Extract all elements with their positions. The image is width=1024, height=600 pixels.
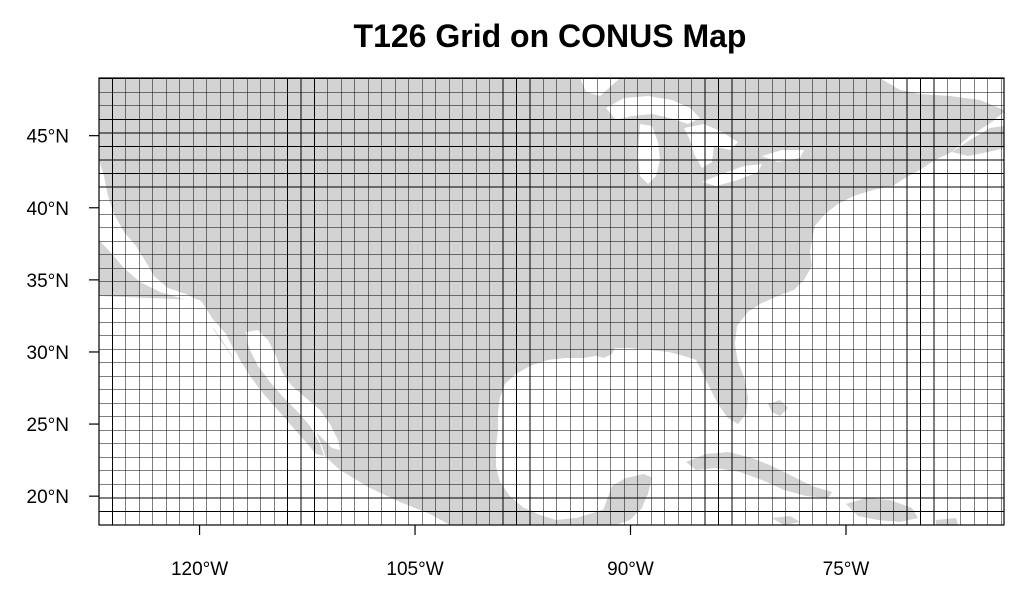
nova-scotia xyxy=(952,126,1004,156)
x-tick-label: 75°W xyxy=(823,559,870,580)
y-tick-label: 45°N xyxy=(27,127,69,148)
lake-michigan xyxy=(638,124,660,184)
lake-superior xyxy=(606,96,700,124)
pacific-ocean-south xyxy=(99,296,450,525)
central-america xyxy=(520,508,580,525)
lake-huron xyxy=(684,124,738,168)
map-frame xyxy=(98,77,1005,526)
puerto-rico xyxy=(936,518,958,525)
north-america-landmass xyxy=(99,78,1004,525)
map-title: T126 Grid on CONUS Map xyxy=(353,18,747,54)
hispaniola xyxy=(846,498,918,522)
bahamas xyxy=(768,400,788,416)
florida-peninsula xyxy=(696,350,748,424)
latitude-axis: 20°N 25°N 30°N 35°N 40°N 45°N xyxy=(27,127,99,508)
y-tick-label: 30°N xyxy=(27,343,69,364)
x-tick-label: 105°W xyxy=(386,559,443,580)
gulf-of-mexico xyxy=(496,348,716,520)
y-tick-label: 20°N xyxy=(27,487,69,508)
hudson-bay-inlet xyxy=(580,78,620,96)
x-tick-label: 90°W xyxy=(607,559,654,580)
y-tick-label: 35°N xyxy=(27,271,69,292)
atlantic-ocean xyxy=(660,112,1004,525)
st-lawrence-gulf xyxy=(880,78,1004,110)
x-tick-label: 120°W xyxy=(171,559,228,580)
y-tick-label: 40°N xyxy=(27,199,69,220)
longitude-axis: 120°W 105°W 90°W 75°W xyxy=(171,525,869,580)
y-tick-label: 25°N xyxy=(27,415,69,436)
land-layer xyxy=(99,78,1004,525)
